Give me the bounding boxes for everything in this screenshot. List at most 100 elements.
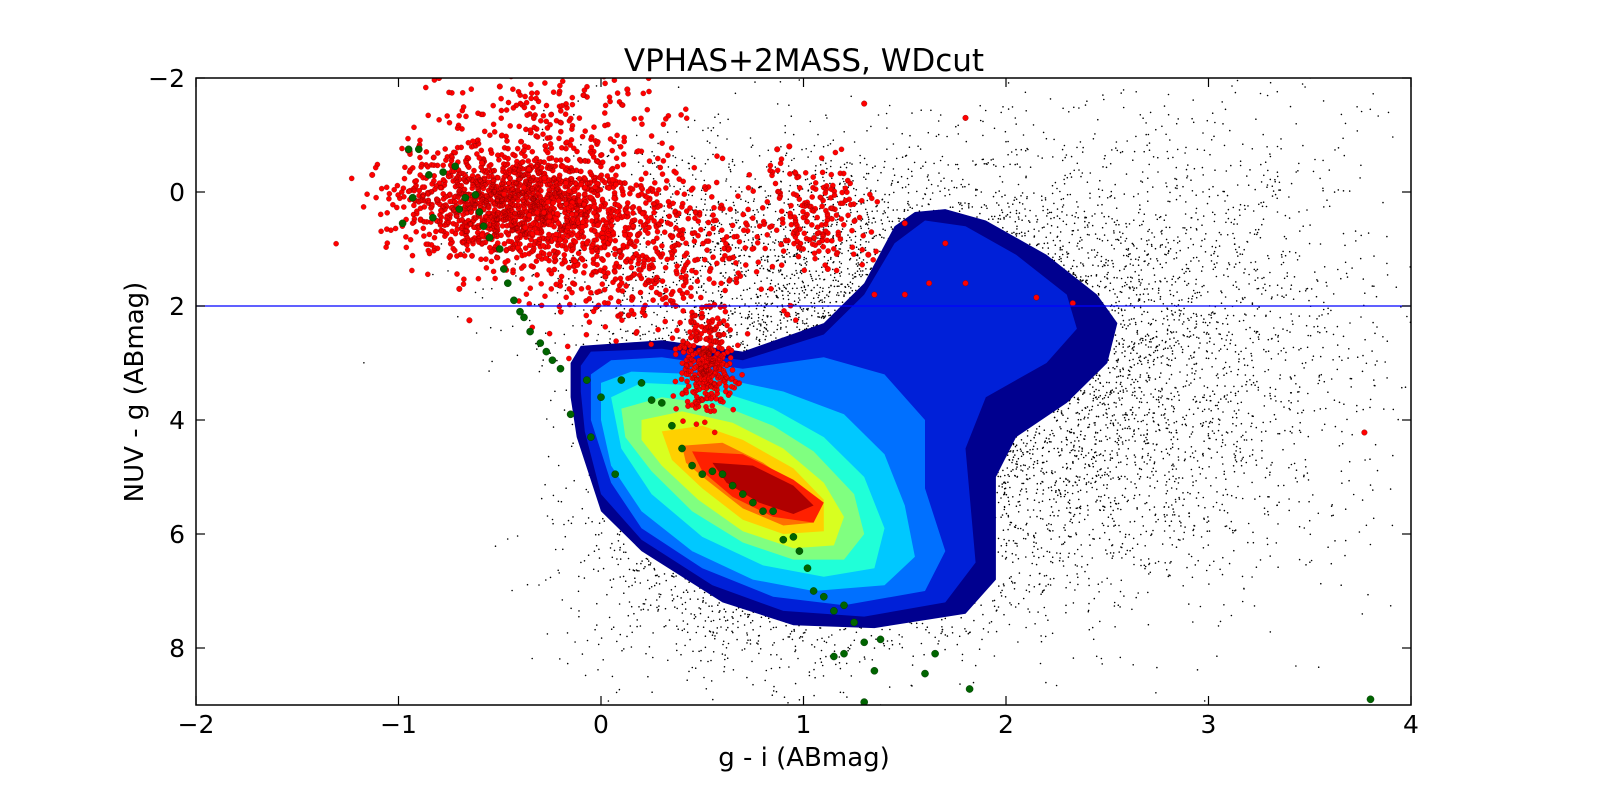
green-point-43 <box>759 507 767 516</box>
green-point-52 <box>840 601 848 610</box>
green-point-59 <box>921 669 929 678</box>
red-point-7 <box>962 114 969 121</box>
red-point-4 <box>496 83 503 90</box>
red-point-6 <box>861 100 868 107</box>
red-point-19 <box>1069 300 1076 307</box>
red-point-20 <box>784 311 791 318</box>
y-tick-label: 2 <box>169 292 185 321</box>
red-point-cloud-2 <box>669 295 745 436</box>
green-point-20 <box>526 327 534 336</box>
y-tick-label: 4 <box>169 406 185 435</box>
x-tick-label: 2 <box>998 710 1014 739</box>
density-contours <box>570 209 1118 629</box>
green-point-17 <box>510 296 518 305</box>
green-point-12 <box>479 222 488 230</box>
red-point-16 <box>962 280 969 287</box>
red-point-21 <box>1361 429 1368 436</box>
x-tick-label: 1 <box>796 710 812 739</box>
red-point-10 <box>901 220 908 227</box>
green-point-37 <box>698 470 707 479</box>
green-point-56 <box>830 652 838 661</box>
green-point-8 <box>455 205 464 213</box>
red-point-13 <box>871 291 878 298</box>
green-point-3 <box>408 193 417 202</box>
green-point-53 <box>850 618 858 627</box>
red-point-18 <box>1033 294 1040 301</box>
green-point-5 <box>429 213 437 222</box>
green-point-57 <box>840 649 848 658</box>
green-point-1 <box>414 145 423 154</box>
green-point-14 <box>495 245 504 253</box>
y-tick-label: −2 <box>148 64 185 93</box>
green-point-11 <box>475 208 484 216</box>
red-point-cloud-4 <box>407 78 690 170</box>
green-source-points <box>398 145 1375 705</box>
green-point-49 <box>809 587 818 595</box>
green-point-4 <box>425 171 433 179</box>
green-point-22 <box>542 347 551 356</box>
green-point-9 <box>461 193 470 202</box>
x-tick-label: 3 <box>1201 710 1217 739</box>
green-point-51 <box>830 607 838 615</box>
green-point-10 <box>471 190 480 199</box>
green-point-55 <box>876 635 885 644</box>
chart-title: VPHAS+2MASS, WDcut <box>624 43 984 79</box>
green-point-6 <box>439 168 447 176</box>
y-tick-label: 6 <box>169 520 185 549</box>
green-point-24 <box>556 364 565 373</box>
green-point-45 <box>779 535 788 544</box>
green-point-54 <box>860 638 869 647</box>
green-point-23 <box>548 356 557 365</box>
density-contour-level-10 <box>712 462 814 514</box>
x-axis-label: g - i (ABmag) <box>718 743 890 773</box>
green-point-30 <box>617 376 626 384</box>
red-point-9 <box>786 143 793 150</box>
green-point-39 <box>718 470 727 479</box>
tick-labels: −2 −1 0 1 2 3 4 −2 0 2 4 6 8 <box>148 64 1419 739</box>
green-point-32 <box>647 396 656 404</box>
y-tick-label: 0 <box>169 178 185 207</box>
red-point-2 <box>456 285 463 292</box>
green-point-7 <box>451 162 460 171</box>
green-point-46 <box>789 533 798 541</box>
green-point-41 <box>739 490 747 498</box>
green-point-21 <box>536 339 545 347</box>
red-point-15 <box>926 280 933 287</box>
green-point-42 <box>749 498 757 507</box>
green-point-31 <box>637 379 646 387</box>
red-point-3 <box>466 317 473 324</box>
green-point-38 <box>708 467 717 476</box>
green-point-61 <box>965 685 974 693</box>
x-tick-label: 4 <box>1403 710 1419 739</box>
green-point-15 <box>499 265 508 273</box>
y-axis-label: NUV - g (ABmag) <box>120 282 150 503</box>
red-point-14 <box>901 291 908 298</box>
green-point-36 <box>688 461 696 470</box>
green-point-26 <box>583 376 591 384</box>
x-tick-label: 0 <box>593 710 609 739</box>
green-point-47 <box>795 547 804 555</box>
red-point-0 <box>369 171 376 178</box>
red-point-17 <box>824 266 831 273</box>
green-point-25 <box>566 410 575 419</box>
green-point-18 <box>516 307 524 316</box>
green-point-16 <box>503 279 512 288</box>
green-point-40 <box>728 481 737 490</box>
y-tick-label: 8 <box>169 634 185 663</box>
green-point-58 <box>870 667 879 675</box>
red-point-11 <box>942 240 949 247</box>
red-point-12 <box>865 251 872 258</box>
x-tick-label: −1 <box>380 710 417 739</box>
green-point-34 <box>668 421 676 430</box>
red-point-cloud-3 <box>741 146 881 292</box>
green-point-13 <box>485 233 494 242</box>
green-point-35 <box>678 444 686 453</box>
red-point-5 <box>624 86 631 93</box>
plot-frame <box>195 77 1412 706</box>
green-point-60 <box>931 649 939 658</box>
green-point-50 <box>820 592 828 601</box>
x-tick-label: −2 <box>178 710 215 739</box>
green-point-62 <box>860 698 868 705</box>
green-point-27 <box>587 433 595 441</box>
